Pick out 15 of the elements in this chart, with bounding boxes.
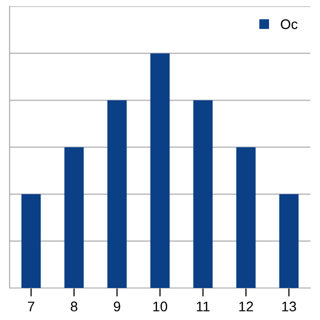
bar bbox=[236, 147, 256, 288]
bar bbox=[193, 100, 213, 288]
bar bbox=[150, 53, 170, 288]
x-tick-label: 10 bbox=[153, 302, 168, 312]
bar bbox=[21, 194, 41, 288]
bar bbox=[279, 194, 299, 288]
x-tick-label: 7 bbox=[28, 302, 34, 312]
x-tick-label: 9 bbox=[114, 302, 120, 312]
x-tick-label: 13 bbox=[282, 302, 296, 312]
x-tick-label: 8 bbox=[70, 302, 78, 312]
legend-label: Oc bbox=[280, 19, 298, 30]
x-tick-label: 11 bbox=[196, 302, 210, 312]
x-tick-label: 12 bbox=[239, 302, 253, 312]
bar bbox=[64, 147, 84, 288]
bar bbox=[107, 100, 127, 288]
